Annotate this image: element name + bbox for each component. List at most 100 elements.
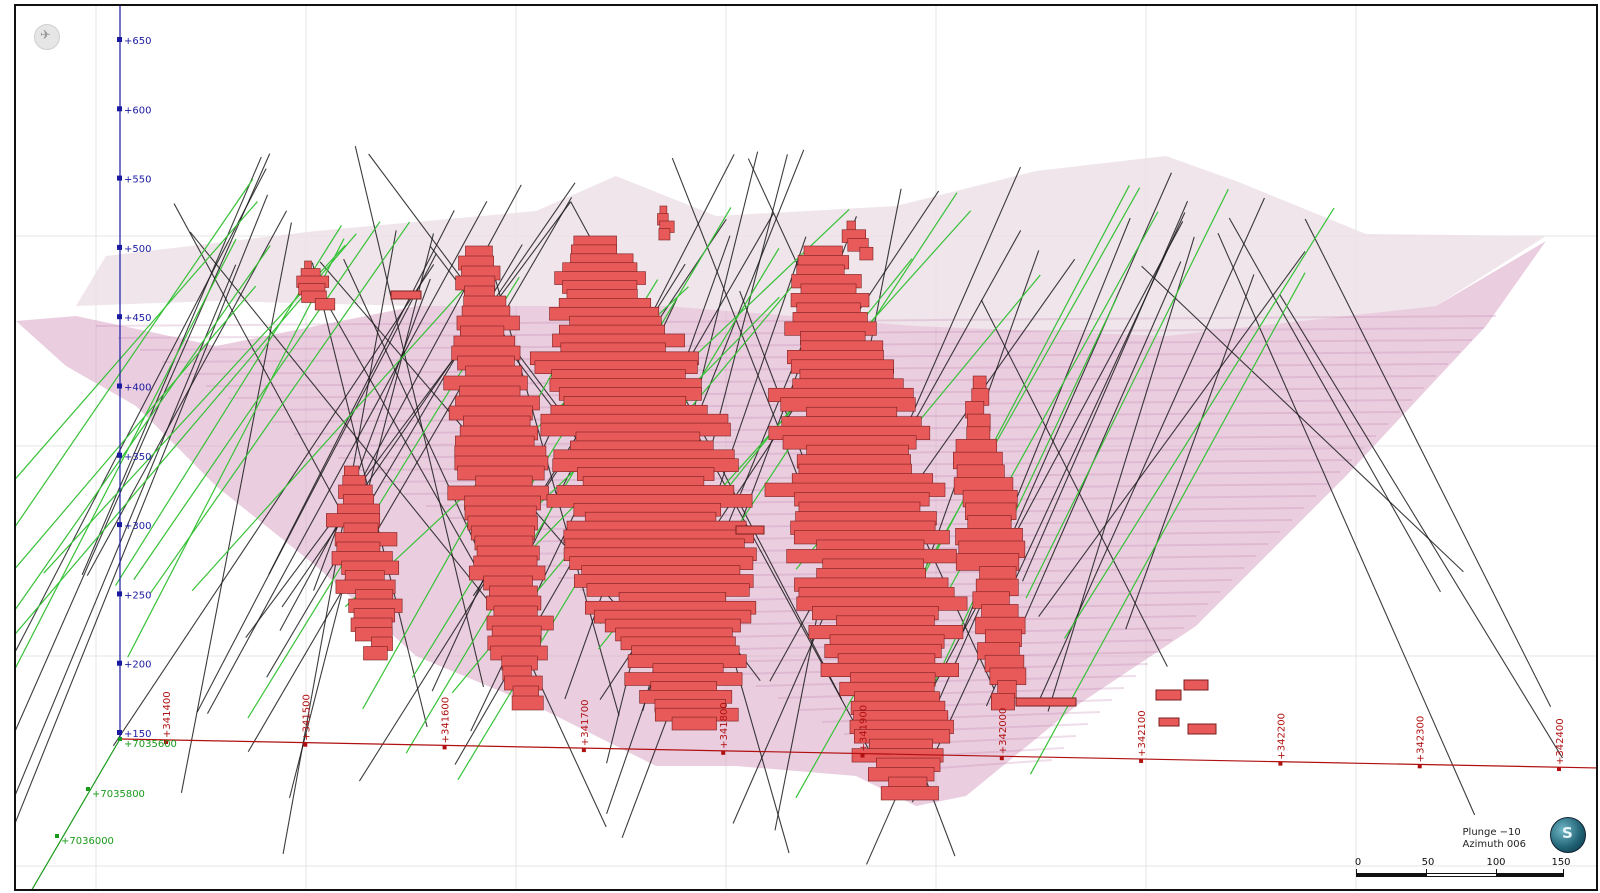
elevation-label: +350 [124, 452, 151, 463]
drillhole-green [16, 201, 258, 480]
3d-viewport[interactable]: +650 +600 +550 +500 +450 +400 +350 +300 +250 +200… [14, 4, 1598, 891]
drillhole [1125, 274, 1255, 630]
drillhole [16, 168, 267, 652]
drillhole [313, 278, 431, 591]
easting-tick [999, 756, 1004, 761]
easting-tick [860, 753, 865, 758]
scale-segment [1356, 873, 1426, 877]
ore-block [1015, 697, 1077, 707]
elevation-label: +300 [124, 521, 151, 532]
elevation-label: +200 [124, 660, 151, 671]
northing-axis-line [31, 738, 121, 889]
elevation-tick [117, 106, 122, 112]
elevation-label: +400 [124, 383, 151, 394]
drillhole [81, 156, 262, 576]
elevation-tick [117, 383, 122, 389]
reset-view-button[interactable]: ✈ [34, 24, 60, 50]
drillhole [933, 221, 1184, 687]
easting-label: +341700 [580, 700, 591, 747]
drillhole [206, 200, 488, 714]
scale-label-150: 150 [1551, 857, 1571, 868]
scale-tick [1496, 869, 1497, 877]
northing-label: +7035800 [92, 789, 145, 800]
easting-label: +342000 [998, 708, 1009, 755]
drillhole [196, 253, 437, 713]
drillhole [112, 264, 435, 747]
easting-label: +342200 [1276, 713, 1287, 760]
elevation-label: +150 [124, 729, 151, 740]
scene-canvas[interactable]: +650 +600 +550 +500 +450 +400 +350 +300 +250 +200… [16, 6, 1598, 891]
drillhole [247, 197, 573, 753]
azimuth-label: Azimuth 006 [1462, 839, 1526, 850]
easting-tick [303, 742, 308, 747]
elevation-tick [117, 452, 122, 458]
northing-tick [118, 737, 122, 741]
drillhole [1228, 217, 1441, 593]
elevation-label: +250 [124, 590, 151, 601]
easting-tick [1557, 767, 1561, 771]
scale-tick [1563, 869, 1564, 877]
easting-label: +342100 [1137, 710, 1148, 757]
ore-body-fragment [658, 228, 671, 241]
drillhole-green [133, 221, 381, 580]
drillhole [1304, 218, 1552, 707]
drillhole-green [405, 207, 732, 754]
drillhole [1038, 251, 1306, 617]
drillhole [245, 201, 571, 638]
elevation-tick [117, 591, 122, 597]
drillhole-green [16, 285, 257, 569]
ore-block [1187, 723, 1217, 735]
easting-label: +342300 [1416, 716, 1427, 763]
drillhole [268, 210, 455, 575]
easting-tick [721, 750, 726, 755]
easting-label: +342400 [1555, 718, 1566, 765]
elevation-label: +550 [124, 175, 151, 186]
drillhole [16, 194, 269, 823]
elevation-label: +600 [124, 105, 151, 116]
easting-axis-line [119, 738, 1596, 769]
scale-label-100: 100 [1486, 857, 1506, 868]
scale-tick [1426, 869, 1427, 877]
drillhole [16, 153, 271, 731]
drillhole [1022, 200, 1189, 582]
pit-bench [777, 687, 1125, 699]
ore-body-far-east [990, 693, 1015, 711]
northing-tick [86, 787, 90, 791]
easting-tick [1278, 761, 1283, 766]
ore-bodies [296, 205, 1217, 801]
ore-body-fragment [314, 298, 336, 311]
scale-segment [1426, 873, 1498, 877]
ore-body-west-lower [363, 646, 388, 661]
drillhole-green [150, 221, 411, 594]
easting-tick [164, 740, 168, 744]
elevation-tick [117, 522, 122, 528]
easting-tick [1139, 758, 1144, 763]
northing-tick [55, 834, 59, 838]
drillhole [1141, 265, 1464, 573]
drillhole-green [1064, 207, 1335, 639]
easting-tick [442, 745, 447, 750]
easting-tick [581, 748, 586, 753]
elevation-label: +500 [124, 244, 151, 255]
elevation-tick [117, 730, 122, 735]
northing-label: +7036000 [61, 836, 114, 847]
northing-label: +7035600 [124, 739, 177, 750]
easting-label: +341900 [859, 705, 870, 752]
ore-block [1158, 717, 1180, 727]
globe-orientation-icon[interactable]: S [1550, 817, 1586, 853]
pit-shell [16, 156, 1546, 806]
drillhole-green [191, 277, 475, 592]
orientation-readout: Plunge −10 Azimuth 006 [1463, 827, 1526, 851]
easting-label: +341600 [441, 697, 452, 744]
elevation-label: +650 [124, 36, 151, 47]
drillhole-green [1029, 272, 1306, 775]
easting-tick [1417, 764, 1422, 769]
ore-body-central [671, 716, 717, 731]
drillhole [309, 272, 481, 574]
ore-block [1183, 679, 1209, 691]
drillhole [1047, 236, 1195, 712]
scale-label-50: 50 [1421, 857, 1435, 868]
drillhole [16, 264, 237, 795]
ore-body-west [511, 695, 544, 711]
elevation-label: +450 [124, 313, 151, 324]
